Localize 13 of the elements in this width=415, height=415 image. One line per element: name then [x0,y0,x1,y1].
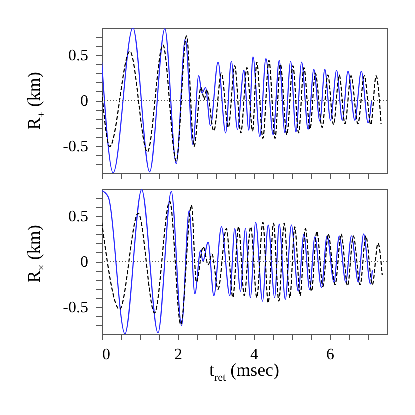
y-tick-label: 0.5 [68,48,88,65]
x-tick-label: 0 [102,346,110,364]
x-tick-label: 6 [326,346,334,364]
y-tick-label: -0.5 [63,138,88,156]
y-tick-label: -0.5 [63,299,88,316]
y-tick-label: 0 [80,93,88,110]
line-series [102,28,372,173]
line-series [102,201,383,326]
line-series [102,36,382,162]
line-series [102,189,374,334]
x-tick-label: 2 [174,346,182,364]
y-tick-label: 0.5 [68,208,88,226]
y-tick-label: 0 [80,254,88,271]
